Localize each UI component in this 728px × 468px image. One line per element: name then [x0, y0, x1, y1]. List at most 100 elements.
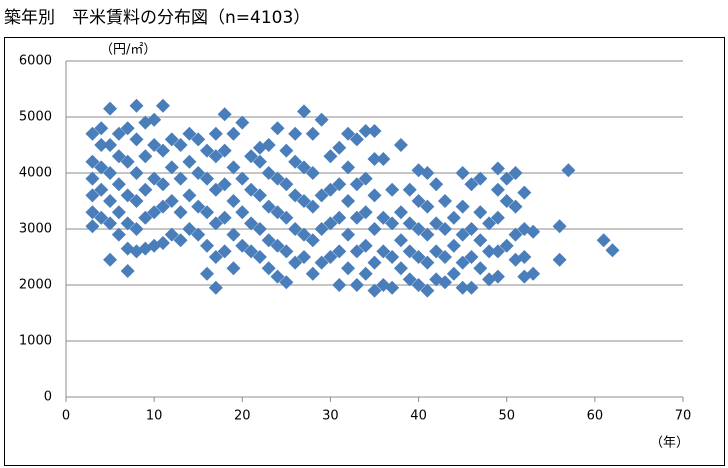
point	[376, 152, 391, 166]
point	[217, 210, 232, 225]
point	[261, 233, 276, 248]
point	[288, 222, 303, 236]
point	[455, 199, 470, 214]
point	[341, 194, 356, 208]
point	[200, 205, 215, 220]
point	[111, 227, 126, 242]
point	[349, 210, 364, 225]
point	[490, 269, 505, 284]
point	[120, 188, 135, 203]
point	[473, 233, 488, 248]
point	[367, 152, 382, 166]
point	[367, 283, 382, 298]
point	[552, 252, 567, 267]
point	[367, 222, 382, 236]
x-tick-label: 60	[587, 409, 604, 424]
point	[332, 210, 347, 225]
point	[261, 166, 276, 180]
point	[164, 160, 179, 175]
point	[526, 224, 541, 239]
point	[217, 177, 232, 192]
point	[173, 138, 188, 152]
point	[385, 250, 400, 264]
point	[252, 250, 267, 264]
point	[226, 126, 241, 141]
point	[288, 255, 303, 270]
point	[208, 126, 223, 141]
point	[182, 188, 197, 203]
point	[217, 244, 232, 259]
point	[279, 143, 294, 158]
point	[314, 255, 329, 270]
point	[349, 278, 364, 292]
point	[490, 210, 505, 225]
point	[129, 98, 144, 113]
point	[94, 121, 109, 136]
point	[296, 250, 311, 264]
point	[349, 132, 364, 147]
point	[296, 227, 311, 242]
point	[429, 216, 444, 231]
point	[402, 244, 417, 259]
chart-title: 築年別 平米賃料の分布図（n=4103）	[4, 8, 310, 28]
point	[129, 166, 144, 180]
point	[367, 124, 382, 138]
point	[464, 222, 479, 236]
point	[446, 238, 461, 253]
y-axis-label: （円/㎡）	[100, 43, 156, 58]
point	[420, 166, 435, 180]
point	[323, 182, 338, 197]
y-tick-label: 1000	[19, 334, 52, 349]
point	[129, 132, 144, 147]
point	[226, 160, 241, 175]
point	[85, 171, 100, 186]
point	[155, 143, 170, 158]
point	[508, 252, 523, 267]
point	[155, 236, 170, 250]
point	[411, 194, 426, 208]
point	[358, 171, 373, 186]
point	[103, 216, 118, 231]
x-tick-label: 40	[410, 409, 427, 424]
point	[420, 283, 435, 298]
point	[420, 199, 435, 214]
point	[349, 244, 364, 259]
point	[164, 194, 179, 208]
point	[376, 210, 391, 225]
point	[208, 250, 223, 264]
point	[261, 138, 276, 152]
y-tick-label: 5000	[19, 110, 52, 125]
point	[341, 227, 356, 242]
point	[402, 272, 417, 287]
point	[270, 171, 285, 186]
point	[411, 250, 426, 264]
point	[235, 238, 250, 253]
point	[244, 149, 259, 164]
point	[164, 132, 179, 147]
point	[446, 210, 461, 225]
point	[482, 216, 497, 231]
point	[217, 107, 232, 122]
point	[279, 177, 294, 192]
point	[173, 205, 188, 220]
point	[270, 238, 285, 253]
point	[103, 194, 118, 208]
point	[147, 112, 162, 127]
y-tick-label: 0	[44, 390, 52, 405]
point	[490, 161, 505, 176]
point	[200, 266, 215, 281]
x-tick-label: 50	[498, 409, 515, 424]
point	[279, 244, 294, 259]
point	[270, 205, 285, 220]
point	[252, 222, 267, 236]
point	[103, 101, 118, 116]
point	[455, 227, 470, 242]
point	[182, 154, 197, 169]
point	[305, 266, 320, 281]
point	[358, 266, 373, 281]
point	[94, 210, 109, 225]
point	[358, 124, 373, 138]
x-tick-label: 10	[146, 409, 163, 424]
point	[94, 160, 109, 175]
